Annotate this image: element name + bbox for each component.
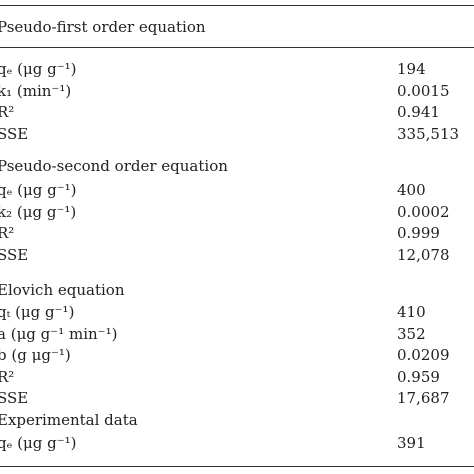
section-title: Pseudo-first order equation	[0, 18, 206, 36]
value: 400	[397, 181, 426, 199]
value: 0.0015	[397, 81, 450, 100]
parameter: SSE	[0, 245, 29, 264]
value: 0.959	[397, 367, 440, 386]
value: 391	[397, 434, 426, 452]
parameter: qₜ (μg g⁻¹)	[0, 303, 75, 321]
parameter: SSE	[0, 389, 29, 407]
parameter: b (g μg⁻¹)	[0, 346, 71, 364]
parameter: qₑ (μg g⁻¹)	[0, 181, 77, 199]
value: 194	[397, 60, 426, 78]
value: 17,687	[397, 389, 450, 407]
section-title: Experimental data	[0, 411, 138, 429]
value: 0.0002	[397, 202, 450, 221]
parameter: SSE	[0, 124, 29, 143]
section-title: Pseudo-second order equation	[0, 157, 228, 175]
value: 12,078	[397, 245, 450, 264]
section-title: Elovich equation	[0, 281, 125, 299]
value: 0.0209	[397, 346, 450, 364]
parameter: R²	[0, 224, 15, 242]
parameter: a (μg g⁻¹ min⁻¹)	[0, 324, 118, 343]
top-rule	[0, 5, 474, 6]
parameter: R²	[0, 103, 15, 121]
value: 335,513	[397, 124, 460, 143]
parameter: R²	[0, 367, 15, 386]
parameter: qₑ (μg g⁻¹)	[0, 434, 77, 452]
value: 0.999	[397, 224, 440, 242]
parameter: k₂ (μg g⁻¹)	[0, 202, 77, 221]
value: 352	[397, 324, 426, 343]
bottom-rule	[0, 466, 474, 467]
value: 0.941	[397, 103, 440, 121]
value: 410	[397, 303, 426, 321]
parameter: k₁ (min⁻¹)	[0, 81, 72, 100]
header-rule	[0, 47, 474, 48]
parameter: qₑ (μg g⁻¹)	[0, 60, 77, 78]
